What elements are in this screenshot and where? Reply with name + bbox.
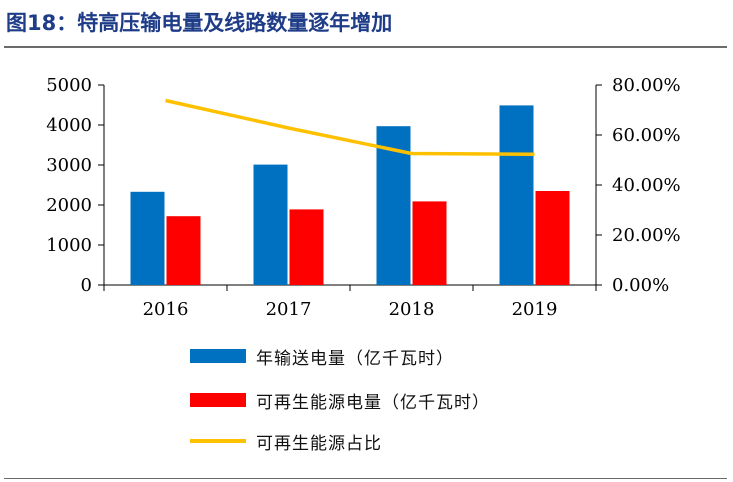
bar-series-1-2016 (130, 191, 165, 285)
y-tick-label-left: 4000 (46, 115, 92, 136)
y-tick-label-right: 0.00% (612, 275, 669, 296)
legend-item-series-2: 可再生能源电量（亿千瓦时） (190, 387, 490, 413)
bar-series-1-2017 (253, 164, 288, 285)
x-tick-label: 2017 (266, 299, 312, 320)
y-tick-label-right: 40.00% (612, 175, 681, 196)
bar-series-2-2017 (289, 209, 324, 285)
legend-line-series-3 (190, 439, 246, 443)
legend-label-series-1: 年输送电量（亿千瓦时） (256, 348, 454, 369)
legend-label-series-3: 可再生能源占比 (256, 433, 382, 454)
x-tick-label: 2016 (143, 299, 189, 320)
figure-title: 图18：特高压输电量及线路数量逐年增加 (6, 11, 393, 35)
bar-series-1-2019 (499, 105, 534, 286)
legend-item-series-3: 可再生能源占比 (190, 428, 382, 454)
y-tick-label-right: 80.00% (612, 75, 681, 96)
title-rule (4, 46, 727, 48)
x-tick-label: 2018 (389, 299, 435, 320)
y-tick-label-right: 20.00% (612, 225, 681, 246)
bar-series-2-2019 (535, 191, 570, 285)
y-tick-label-left: 2000 (46, 195, 92, 216)
y-tick-label-left: 0 (81, 275, 92, 296)
bottom-rule (4, 478, 727, 479)
line-series-1 (165, 98, 535, 156)
legend-item-series-1: 年输送电量（亿千瓦时） (190, 343, 454, 369)
y-tick-label-left: 5000 (46, 75, 92, 96)
y-tick-label-left: 3000 (46, 155, 92, 176)
bar-series-2-2016 (166, 216, 201, 285)
y-tick-label-right: 60.00% (612, 125, 681, 146)
bar-series-2-2018 (412, 201, 447, 285)
legend-swatch-series-2 (190, 393, 246, 407)
x-tick-label: 2019 (512, 299, 558, 320)
y-tick-label-left: 1000 (46, 235, 92, 256)
legend-swatch-series-1 (190, 349, 246, 363)
legend-label-series-2: 可再生能源电量（亿千瓦时） (256, 392, 490, 413)
